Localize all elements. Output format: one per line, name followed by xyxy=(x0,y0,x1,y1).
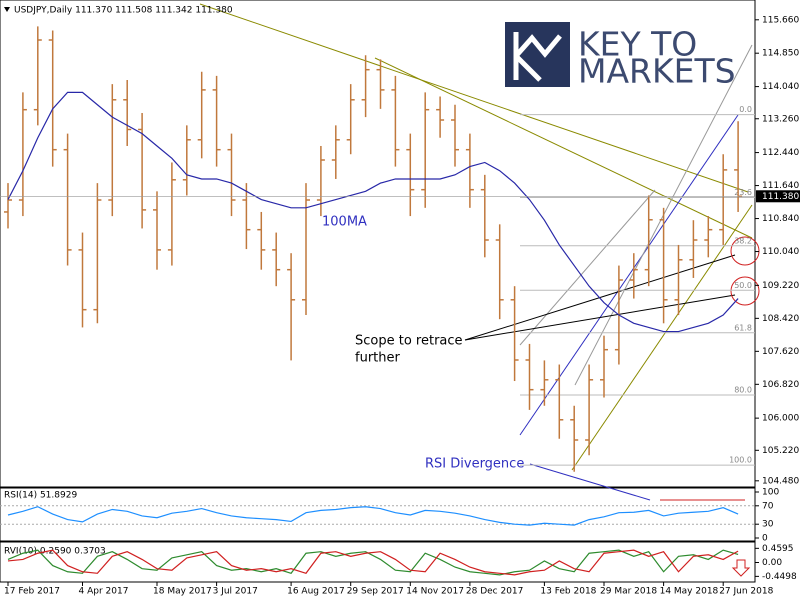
fib-label: 0.0 xyxy=(739,105,752,114)
rvi-label: RVI(10) 0.2590 0.3703 xyxy=(4,547,106,557)
rvi-line xyxy=(7,549,739,576)
chart-title: USDJPY,Daily 111.370 111.508 111.342 111… xyxy=(14,6,233,16)
highlight-circle xyxy=(730,276,760,306)
rvi-panel xyxy=(0,541,756,583)
fan-line xyxy=(519,189,656,346)
highlight-circle xyxy=(730,236,760,266)
y-tick-label: -0.4498 xyxy=(762,572,797,582)
x-tick-label: 29 Mar 2018 xyxy=(600,587,657,597)
y-tick-label: 113.260 xyxy=(762,114,799,124)
y-tick-label: 110.040 xyxy=(762,247,799,257)
channel-line xyxy=(519,114,739,436)
fib-label: 50.0 xyxy=(734,281,752,290)
last-price-label: 111.380 xyxy=(762,192,799,202)
annotation: further xyxy=(355,351,400,366)
x-tick-label: 28 Dec 2017 xyxy=(466,587,524,597)
y-tick-label: 0 xyxy=(762,534,768,544)
x-tick-label: 14 May 2018 xyxy=(660,587,719,597)
fib-label: 100.0 xyxy=(729,456,752,465)
y-tick-label: 0.4595 xyxy=(762,544,794,554)
y-tick-label: 108.420 xyxy=(762,314,799,324)
title-icon xyxy=(4,7,10,12)
trend-line xyxy=(374,57,753,239)
x-tick-label: 13 Feb 2018 xyxy=(540,587,596,597)
y-tick-label: 112.440 xyxy=(762,148,799,158)
x-tick-label: 14 Nov 2017 xyxy=(406,587,464,597)
annotation: RSI Divergence xyxy=(425,457,524,472)
price-panel xyxy=(0,0,756,488)
y-tick-label: 111.640 xyxy=(762,181,799,191)
y-tick-label: 109.220 xyxy=(762,281,799,291)
y-tick-label: 106.000 xyxy=(762,414,799,424)
trend-line xyxy=(571,204,753,471)
fib-label: 80.0 xyxy=(734,386,752,395)
x-tick-label: 16 Aug 2017 xyxy=(287,587,345,597)
x-tick-label: 29 Sep 2017 xyxy=(347,587,404,597)
y-tick-label: 115.660 xyxy=(762,15,799,25)
last-price-box xyxy=(756,190,800,203)
y-tick-label: 70 xyxy=(762,501,774,511)
logo: KEY TO MARKETS xyxy=(505,22,736,91)
x-tick-label: 18 May 2017 xyxy=(153,587,212,597)
y-tick-label: 100 xyxy=(762,488,779,498)
x-tick-label: 27 Jun 2018 xyxy=(719,587,773,597)
ma-line xyxy=(7,91,739,333)
x-tick-label: 4 Apr 2017 xyxy=(79,587,129,597)
rvi-line xyxy=(7,549,739,576)
y-tick-label: 114.850 xyxy=(762,49,799,59)
y-tick-label: 0.00 xyxy=(762,558,782,568)
y-tick-label: 30 xyxy=(762,520,774,530)
y-tick-label: 104.480 xyxy=(762,476,799,486)
annotation: Scope to retrace xyxy=(355,334,463,349)
logo-text: MARKETS xyxy=(578,52,736,91)
divergence-line xyxy=(529,463,651,501)
logo-mark xyxy=(513,32,562,82)
x-tick-label: 3 Jul 2017 xyxy=(213,587,258,597)
logo-text: KEY TO xyxy=(578,25,697,64)
ma-label: 100MA xyxy=(322,215,367,230)
x-tick-label: 17 Feb 2017 xyxy=(4,587,60,597)
rsi-panel xyxy=(0,487,756,542)
fib-label: 38.2 xyxy=(734,236,752,245)
y-tick-label: 110.840 xyxy=(762,214,799,224)
pointer-line xyxy=(464,294,736,341)
down-arrow xyxy=(731,559,751,577)
fib-label: 23.6 xyxy=(734,188,752,197)
y-tick-label: 114.040 xyxy=(762,82,799,92)
trend-line xyxy=(199,3,749,193)
y-tick-label: 107.620 xyxy=(762,347,799,357)
y-tick-label: 106.820 xyxy=(762,380,799,390)
y-tick-label: 105.220 xyxy=(762,446,799,456)
rsi-label: RSI(14) 51.8929 xyxy=(4,491,77,501)
rsi-line xyxy=(7,506,739,526)
fib-label: 61.8 xyxy=(734,323,752,332)
